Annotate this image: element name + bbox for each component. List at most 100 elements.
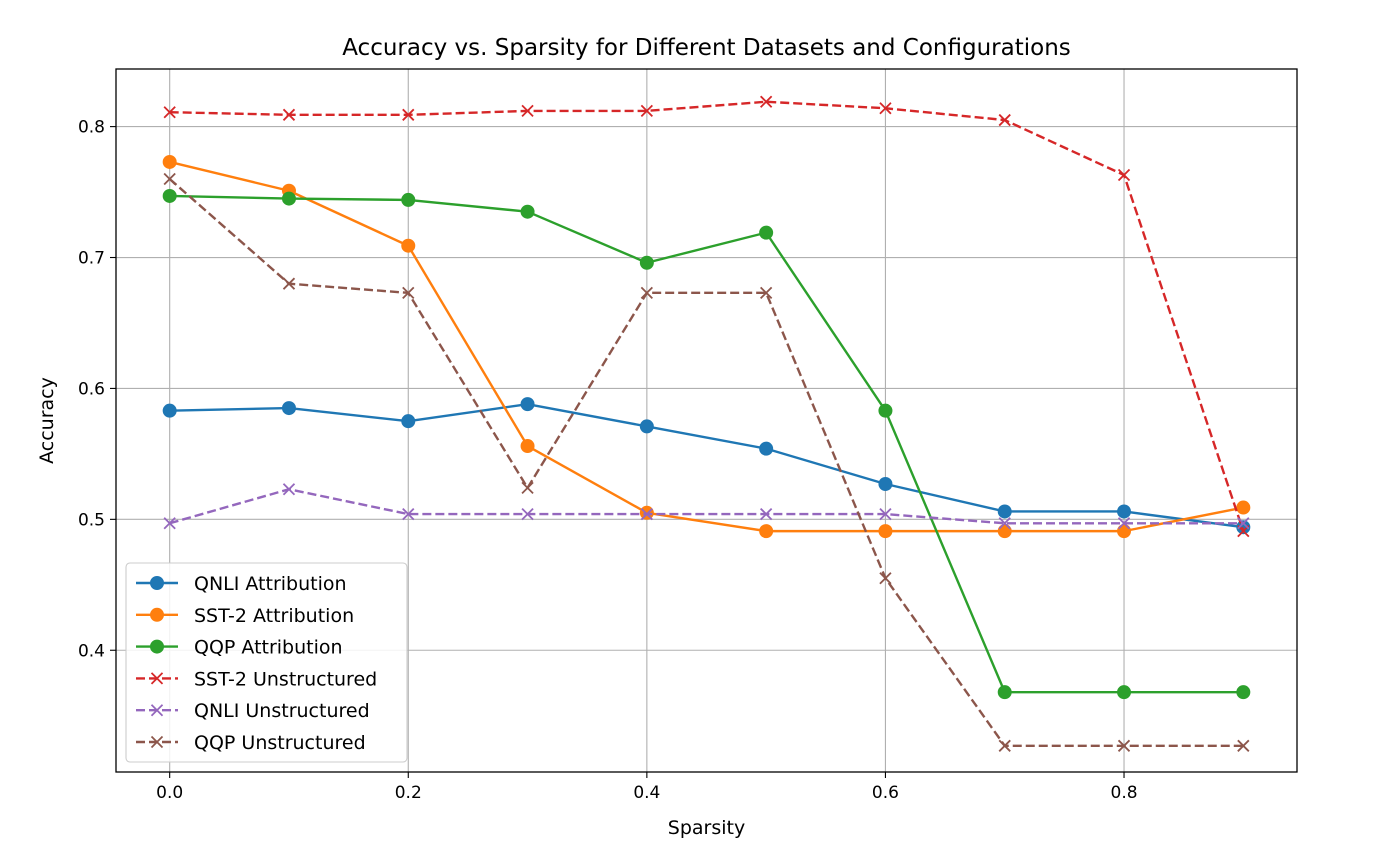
legend-item: QQP Attribution <box>136 637 343 659</box>
data-point-qnli-unstructured <box>402 507 415 521</box>
series-line-qqp-unstructured <box>168 178 1244 748</box>
data-point-sst-2-unstructured <box>521 104 534 118</box>
x-axis-label: Sparsity <box>668 817 745 839</box>
data-point-qqp-unstructured <box>998 739 1011 752</box>
x-tick-label: 0.0 <box>156 783 183 803</box>
data-point-qnli-unstructured <box>760 507 773 521</box>
data-point-qnli-unstructured <box>1237 517 1250 530</box>
data-point-qnli-attribution <box>162 403 177 418</box>
data-point-qnli-attribution <box>520 397 535 412</box>
data-point-qqp-attribution <box>162 188 177 203</box>
data-point-qqp-attribution <box>520 204 535 219</box>
data-point-sst-2-unstructured <box>1117 168 1131 182</box>
data-point-qqp-unstructured <box>640 286 653 299</box>
legend-marker <box>150 672 164 685</box>
y-tick-label: 0.6 <box>78 379 105 399</box>
y-tick-label: 0.5 <box>78 510 105 530</box>
series-line-sst-2-attribution <box>169 160 1244 533</box>
data-point-qnli-unstructured <box>640 507 653 521</box>
series-qqp-unstructured <box>163 172 1250 752</box>
data-point-sst-2-unstructured <box>282 108 296 121</box>
legend-box <box>125 562 408 763</box>
legend-label: QNLI Unstructured <box>194 700 370 722</box>
legend-label: SST-2 Unstructured <box>194 668 377 690</box>
data-point-sst-2-attribution <box>878 524 893 539</box>
series-layer <box>162 95 1251 752</box>
data-point-sst-2-attribution <box>401 238 416 253</box>
data-point-qnli-attribution <box>878 476 893 491</box>
x-tick-label: 0.2 <box>395 783 422 803</box>
data-point-qnli-unstructured <box>282 483 296 496</box>
axis-ticks: 0.0 0.2 0.4 0.6 0.8 0.4 0.5 0.6 0.7 0.8 <box>78 118 1138 803</box>
legend-marker <box>150 735 164 749</box>
data-point-qqp-unstructured <box>282 277 296 290</box>
data-point-qnli-unstructured <box>163 517 176 530</box>
data-point-sst-2-unstructured <box>760 95 773 108</box>
series-line-qnli-attribution <box>169 402 1244 529</box>
series-line-qqp-attribution <box>169 194 1244 694</box>
x-tick-label: 0.8 <box>1111 783 1138 803</box>
data-point-qnli-unstructured <box>521 507 534 521</box>
data-point-qqp-unstructured <box>1117 739 1131 752</box>
legend-item: SST-2 Unstructured <box>136 668 377 690</box>
series-qnli-attribution <box>162 397 1251 535</box>
data-point-qnli-attribution <box>1236 520 1251 535</box>
data-point-qqp-unstructured <box>402 286 415 299</box>
y-tick-label: 0.7 <box>78 249 105 269</box>
data-point-qqp-attribution <box>1117 685 1132 700</box>
legend-label: SST-2 Attribution <box>194 605 354 627</box>
data-point-qnli-unstructured <box>1117 517 1131 530</box>
legend-marker <box>150 607 164 622</box>
data-point-qnli-attribution <box>401 414 416 429</box>
data-point-sst-2-unstructured <box>163 106 176 119</box>
series-line-qnli-unstructured <box>169 488 1244 525</box>
legend-label: QQP Unstructured <box>194 732 366 754</box>
x-tick-label: 0.6 <box>872 783 899 803</box>
y-axis-label: Accuracy <box>36 377 58 464</box>
data-point-sst-2-attribution <box>639 505 654 520</box>
data-point-qqp-unstructured <box>879 572 892 585</box>
data-point-qnli-attribution <box>639 419 654 434</box>
data-point-qnli-attribution <box>281 401 296 416</box>
data-point-sst-2-unstructured <box>879 102 892 115</box>
data-point-qqp-unstructured <box>1237 739 1250 752</box>
data-point-qqp-unstructured <box>760 286 773 299</box>
legend-marker <box>150 576 164 590</box>
data-point-qqp-attribution <box>878 403 893 418</box>
data-point-qnli-attribution <box>759 441 774 456</box>
plot-frame <box>115 68 1298 773</box>
data-point-qqp-attribution <box>639 255 654 270</box>
data-point-qqp-attribution <box>759 225 774 240</box>
data-point-qnli-unstructured <box>998 517 1011 530</box>
series-sst-2-attribution <box>162 154 1251 539</box>
data-point-sst-2-attribution <box>1236 500 1251 515</box>
legend-label: QNLI Attribution <box>194 573 347 595</box>
data-point-sst-2-attribution <box>759 524 774 539</box>
data-point-sst-2-attribution <box>997 524 1012 539</box>
data-point-qqp-unstructured <box>163 172 176 186</box>
legend-marker <box>150 704 164 717</box>
legend-label: QQP Attribution <box>194 637 343 659</box>
x-tick-label: 0.4 <box>633 783 660 803</box>
chart-title: Accuracy vs. Sparsity for Different Data… <box>342 35 1071 61</box>
data-point-sst-2-unstructured <box>640 104 653 118</box>
data-point-qqp-attribution <box>1236 685 1251 700</box>
legend-marker <box>150 639 164 654</box>
data-point-sst-2-unstructured <box>998 113 1011 127</box>
series-qnli-unstructured <box>163 483 1250 530</box>
data-point-qnli-attribution <box>1117 504 1132 519</box>
y-tick-label: 0.4 <box>78 641 105 661</box>
legend: QNLI Attribution SST-2 Attribution QQP Att… <box>125 562 408 763</box>
y-tick-label: 0.8 <box>78 118 105 138</box>
series-sst-2-unstructured <box>163 95 1250 538</box>
series-qqp-attribution <box>162 188 1251 700</box>
data-point-qnli-attribution <box>997 504 1012 519</box>
data-point-sst-2-unstructured <box>402 108 415 121</box>
legend-item: QNLI Unstructured <box>136 700 370 722</box>
data-point-qqp-attribution <box>281 191 296 206</box>
data-point-qqp-unstructured <box>521 481 534 495</box>
series-line-sst-2-unstructured <box>169 100 1245 532</box>
data-point-qnli-unstructured <box>879 507 892 521</box>
